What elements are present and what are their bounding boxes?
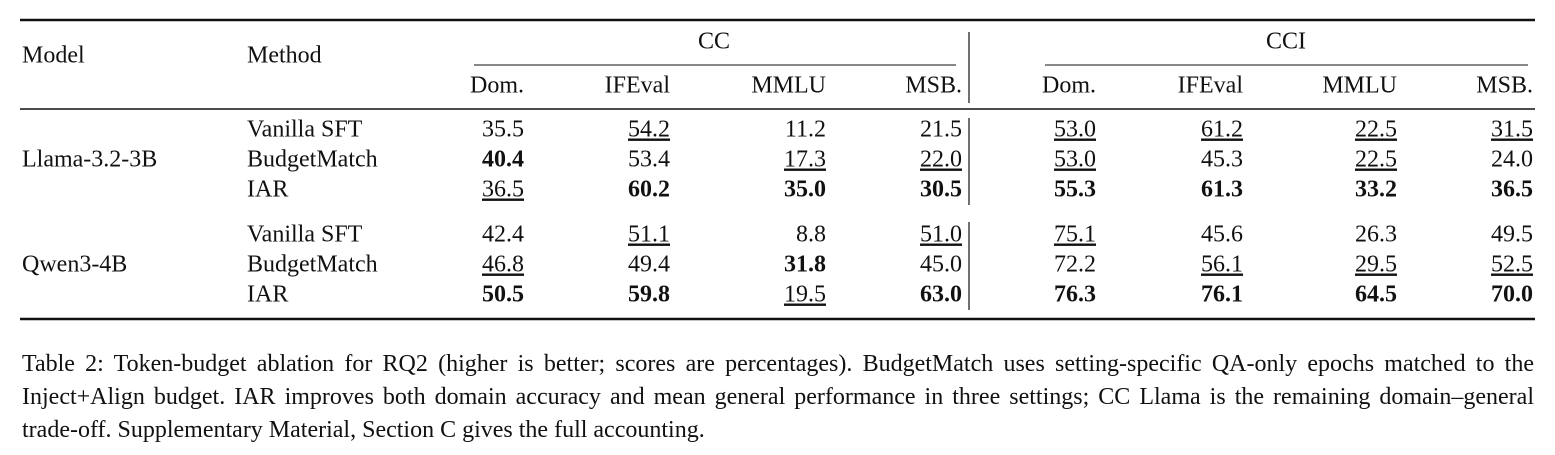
group-header: CCI (1266, 29, 1306, 55)
score: 45.0 (920, 252, 962, 278)
group-header: CC (698, 29, 730, 55)
column-header: Dom. (1042, 73, 1096, 99)
score: 56.1 (1201, 252, 1243, 278)
score: 54.2 (628, 117, 670, 143)
header-method: Method (247, 43, 322, 69)
method-name: Vanilla SFT (247, 222, 363, 248)
column-header: MSB. (1476, 73, 1533, 99)
score: 49.4 (628, 252, 670, 278)
method-name: Vanilla SFT (247, 117, 363, 143)
score: 8.8 (796, 222, 826, 248)
score: 61.2 (1201, 117, 1243, 143)
score: 45.3 (1201, 147, 1243, 173)
score: 19.5 (784, 282, 826, 308)
table: Model Method CC Dom. IFEval MMLU MSB. CCI Dom.… (20, 18, 1535, 321)
score: 61.3 (1201, 177, 1243, 203)
score: 53.0 (1054, 147, 1096, 173)
method-name: BudgetMatch (247, 147, 378, 173)
score: 72.2 (1054, 252, 1096, 278)
score: 70.0 (1491, 282, 1533, 308)
column-header: MSB. (905, 73, 962, 99)
score: 22.5 (1355, 147, 1397, 173)
score: 52.5 (1491, 252, 1533, 278)
score: 29.5 (1355, 252, 1397, 278)
column-header: IFEval (1178, 73, 1244, 99)
score: 45.6 (1201, 222, 1243, 248)
score: 40.4 (482, 147, 524, 173)
score: 42.4 (482, 222, 524, 248)
column-header: Dom. (470, 73, 524, 99)
score: 31.5 (1491, 117, 1533, 143)
score: 17.3 (784, 147, 826, 173)
score: 35.0 (784, 177, 826, 203)
score: 49.5 (1491, 222, 1533, 248)
method-name: BudgetMatch (247, 252, 378, 278)
score: 59.8 (628, 282, 670, 308)
score: 50.5 (482, 282, 524, 308)
score: 22.5 (1355, 117, 1397, 143)
score: 53.4 (628, 147, 670, 173)
score: 55.3 (1054, 177, 1096, 203)
header-model: Model (22, 43, 85, 69)
model-name: Qwen3-4B (22, 252, 127, 278)
score: 76.3 (1054, 282, 1096, 308)
column-header: MMLU (1322, 73, 1397, 99)
method-name: IAR (247, 177, 288, 203)
score: 24.0 (1491, 147, 1533, 173)
column-header: IFEval (605, 73, 671, 99)
score: 33.2 (1355, 177, 1397, 203)
score: 11.2 (785, 117, 826, 143)
method-name: IAR (247, 282, 288, 308)
score: 21.5 (920, 117, 962, 143)
score: 75.1 (1054, 222, 1096, 248)
score: 60.2 (628, 177, 670, 203)
score: 53.0 (1054, 117, 1096, 143)
score: 63.0 (920, 282, 962, 308)
score: 46.8 (482, 252, 524, 278)
score: 30.5 (920, 177, 962, 203)
score: 51.1 (628, 222, 670, 248)
score: 64.5 (1355, 282, 1397, 308)
score: 35.5 (482, 117, 524, 143)
caption: Table 2: Token-budget ablation for RQ2 (… (22, 351, 1534, 443)
score: 76.1 (1201, 282, 1243, 308)
score: 22.0 (920, 147, 962, 173)
score: 36.5 (1491, 177, 1533, 203)
score: 31.8 (784, 252, 826, 278)
score: 36.5 (482, 177, 524, 203)
score: 26.3 (1355, 222, 1397, 248)
column-header: MMLU (751, 73, 826, 99)
score: 51.0 (920, 222, 962, 248)
model-name: Llama-3.2-3B (22, 147, 157, 173)
